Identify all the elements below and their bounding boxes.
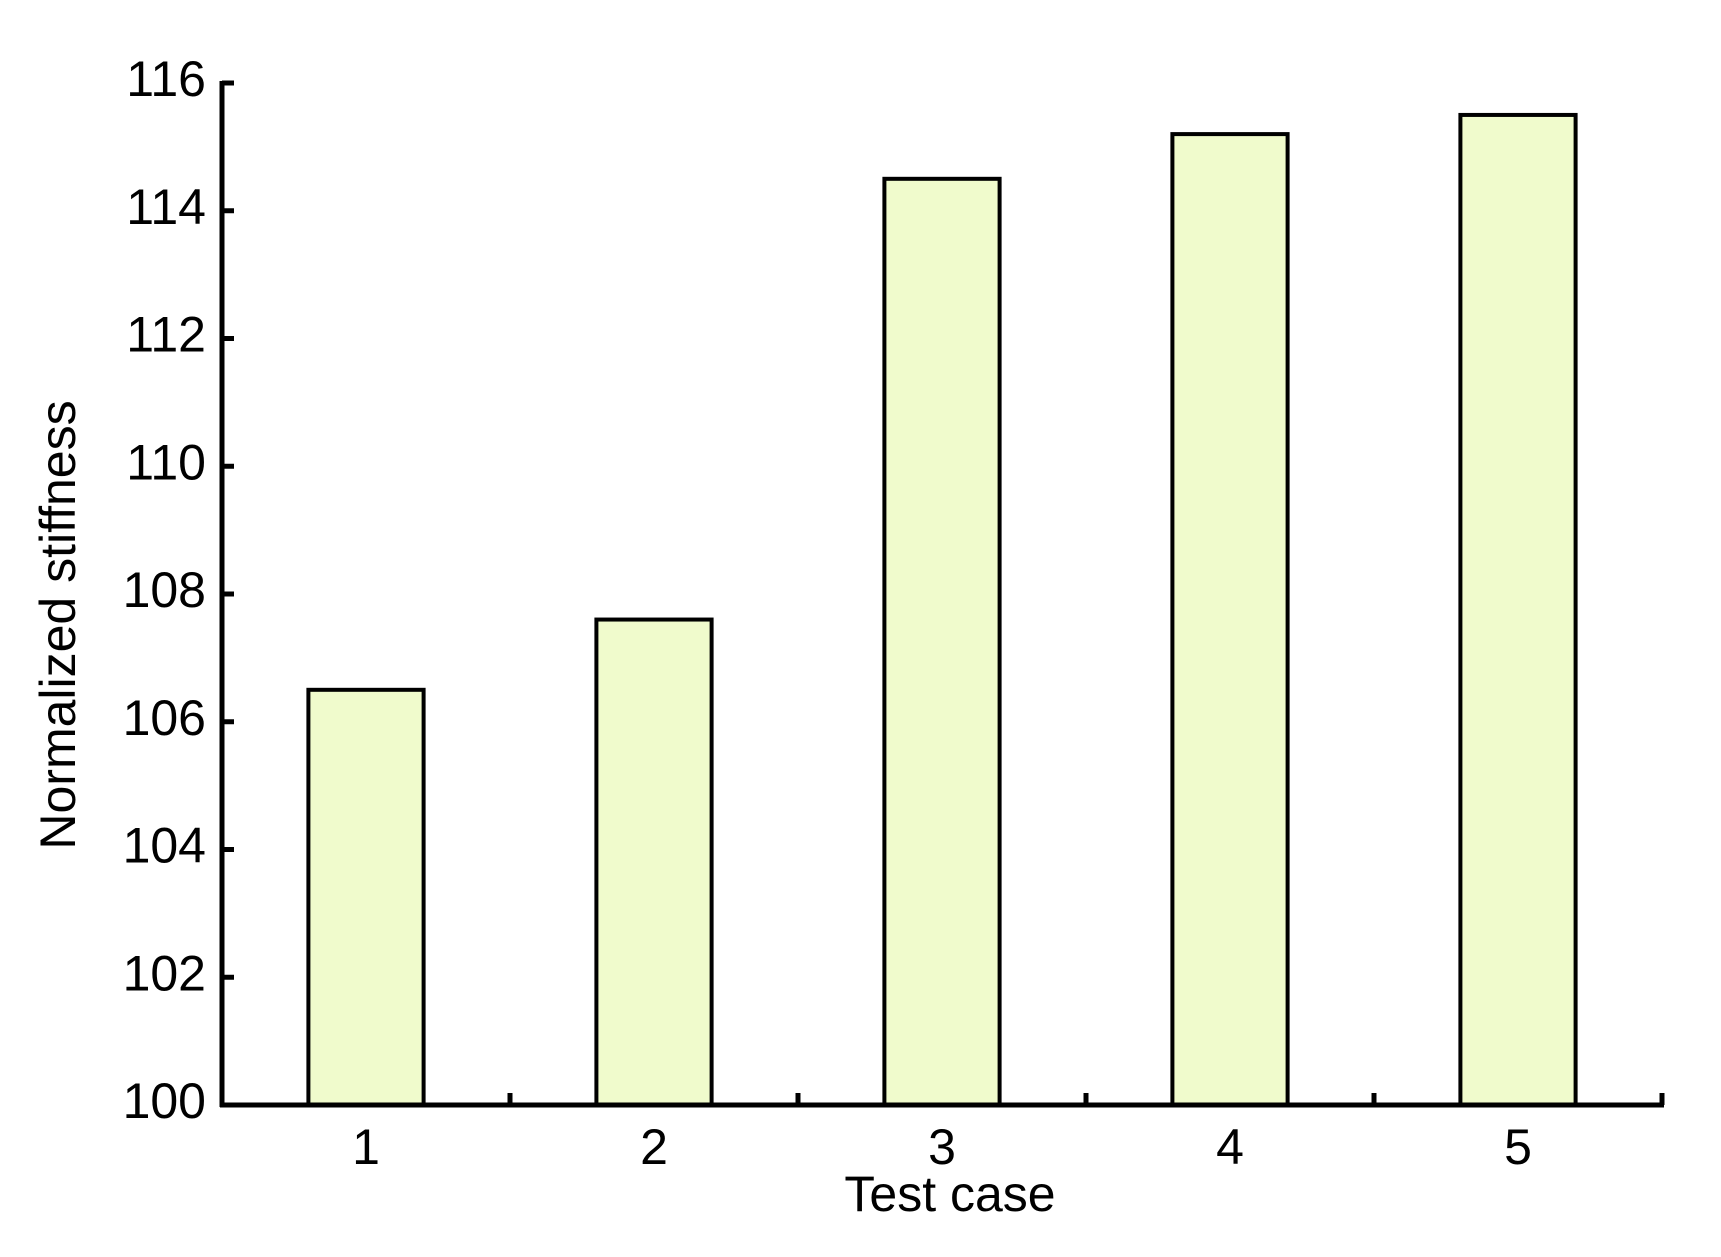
y-tick-label: 114 [126,179,206,235]
y-tick-label: 106 [123,690,206,746]
y-tick-label: 104 [123,818,206,874]
y-tick-label: 110 [126,434,206,490]
x-tick-label: 2 [640,1119,668,1175]
bar [1170,132,1290,1108]
y-tick-label: 100 [123,1073,206,1129]
bar [594,617,714,1107]
bar [882,176,1002,1107]
y-tick-label: 108 [123,562,206,618]
y-tick-label: 112 [126,307,206,363]
x-axis-label: Test case [844,1166,1055,1222]
y-axis-label: Normalized stiffness [30,400,86,849]
y-tick-label: 102 [123,945,206,1001]
x-tick-label: 1 [352,1119,380,1175]
bar [306,687,426,1107]
bar [1458,112,1578,1107]
x-tick-label: 4 [1216,1119,1244,1175]
x-tick-label: 3 [928,1119,956,1175]
x-tick-label: 5 [1504,1119,1532,1175]
y-tick-label: 116 [126,51,206,107]
